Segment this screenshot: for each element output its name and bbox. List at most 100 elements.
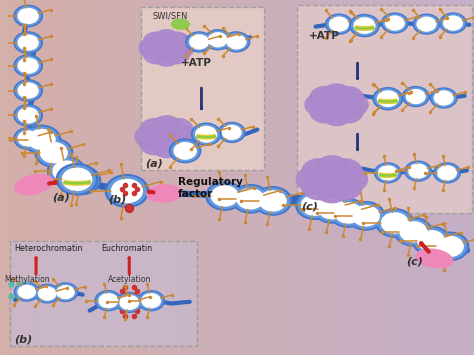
Circle shape [327,15,351,33]
Ellipse shape [172,19,189,29]
Circle shape [154,30,180,49]
Circle shape [317,168,347,191]
Circle shape [374,162,402,184]
Circle shape [436,236,464,257]
Circle shape [322,103,351,126]
Circle shape [140,132,170,155]
Circle shape [15,56,41,76]
Text: (c): (c) [301,201,318,212]
Text: Acetylation: Acetylation [108,275,151,284]
Circle shape [331,200,365,226]
Circle shape [169,138,201,163]
Circle shape [168,38,194,58]
Circle shape [431,89,456,107]
Text: (b): (b) [14,334,32,345]
Circle shape [406,162,430,180]
Circle shape [22,125,61,154]
Circle shape [189,34,209,50]
Circle shape [355,18,374,34]
Circle shape [49,158,83,184]
Circle shape [15,81,41,100]
Circle shape [351,15,379,37]
Circle shape [227,34,246,50]
Circle shape [58,165,96,193]
Circle shape [310,100,340,123]
Circle shape [301,195,329,216]
Circle shape [18,107,39,124]
Text: (a): (a) [53,192,70,203]
Circle shape [383,14,407,32]
Circle shape [205,181,244,211]
Circle shape [62,165,101,195]
Circle shape [441,14,465,32]
Circle shape [406,89,426,104]
Circle shape [439,12,467,34]
Circle shape [143,44,169,64]
Circle shape [164,44,190,64]
Circle shape [25,126,59,153]
Circle shape [164,32,190,52]
Circle shape [338,93,368,116]
Circle shape [385,15,405,31]
Circle shape [417,16,437,32]
Circle shape [18,58,39,74]
Circle shape [318,198,346,219]
Circle shape [36,140,71,166]
Circle shape [296,166,330,192]
Circle shape [325,13,353,35]
Circle shape [34,138,73,168]
Circle shape [315,196,349,222]
Text: Regulatory
factor: Regulatory factor [178,178,243,199]
Circle shape [222,31,250,53]
Circle shape [27,129,56,150]
FancyBboxPatch shape [141,7,264,170]
Circle shape [430,87,458,109]
Circle shape [402,86,430,107]
Circle shape [328,174,362,200]
Circle shape [195,126,217,143]
Circle shape [411,226,451,256]
Circle shape [404,160,432,182]
Circle shape [13,54,43,77]
Circle shape [433,233,467,260]
Text: SWI/SFN: SWI/SFN [153,11,188,21]
Circle shape [315,177,349,203]
Text: (b): (b) [108,194,127,204]
Circle shape [13,127,43,150]
Text: Euchromatin: Euchromatin [101,244,153,253]
Circle shape [218,122,246,143]
Ellipse shape [15,175,53,195]
Circle shape [224,33,249,51]
Circle shape [171,140,200,162]
Circle shape [208,32,228,48]
Circle shape [354,17,375,34]
Circle shape [378,91,398,106]
Circle shape [34,284,60,304]
Circle shape [40,142,68,163]
Circle shape [205,31,230,49]
Circle shape [349,14,380,37]
Circle shape [52,160,81,182]
Circle shape [378,210,412,236]
Circle shape [68,170,96,191]
Text: (a): (a) [146,158,164,168]
Circle shape [38,286,57,301]
Circle shape [173,142,197,160]
Circle shape [443,15,463,31]
FancyBboxPatch shape [10,241,197,346]
Circle shape [302,174,336,200]
Circle shape [305,93,335,116]
Circle shape [119,295,139,310]
Circle shape [208,183,242,209]
Circle shape [334,87,363,109]
Circle shape [298,192,332,218]
Circle shape [381,212,409,234]
Circle shape [152,135,182,158]
Circle shape [15,105,41,125]
Circle shape [381,12,409,34]
Circle shape [259,190,287,212]
Circle shape [400,221,428,242]
Circle shape [233,186,268,212]
Circle shape [417,230,445,251]
Circle shape [15,33,41,53]
